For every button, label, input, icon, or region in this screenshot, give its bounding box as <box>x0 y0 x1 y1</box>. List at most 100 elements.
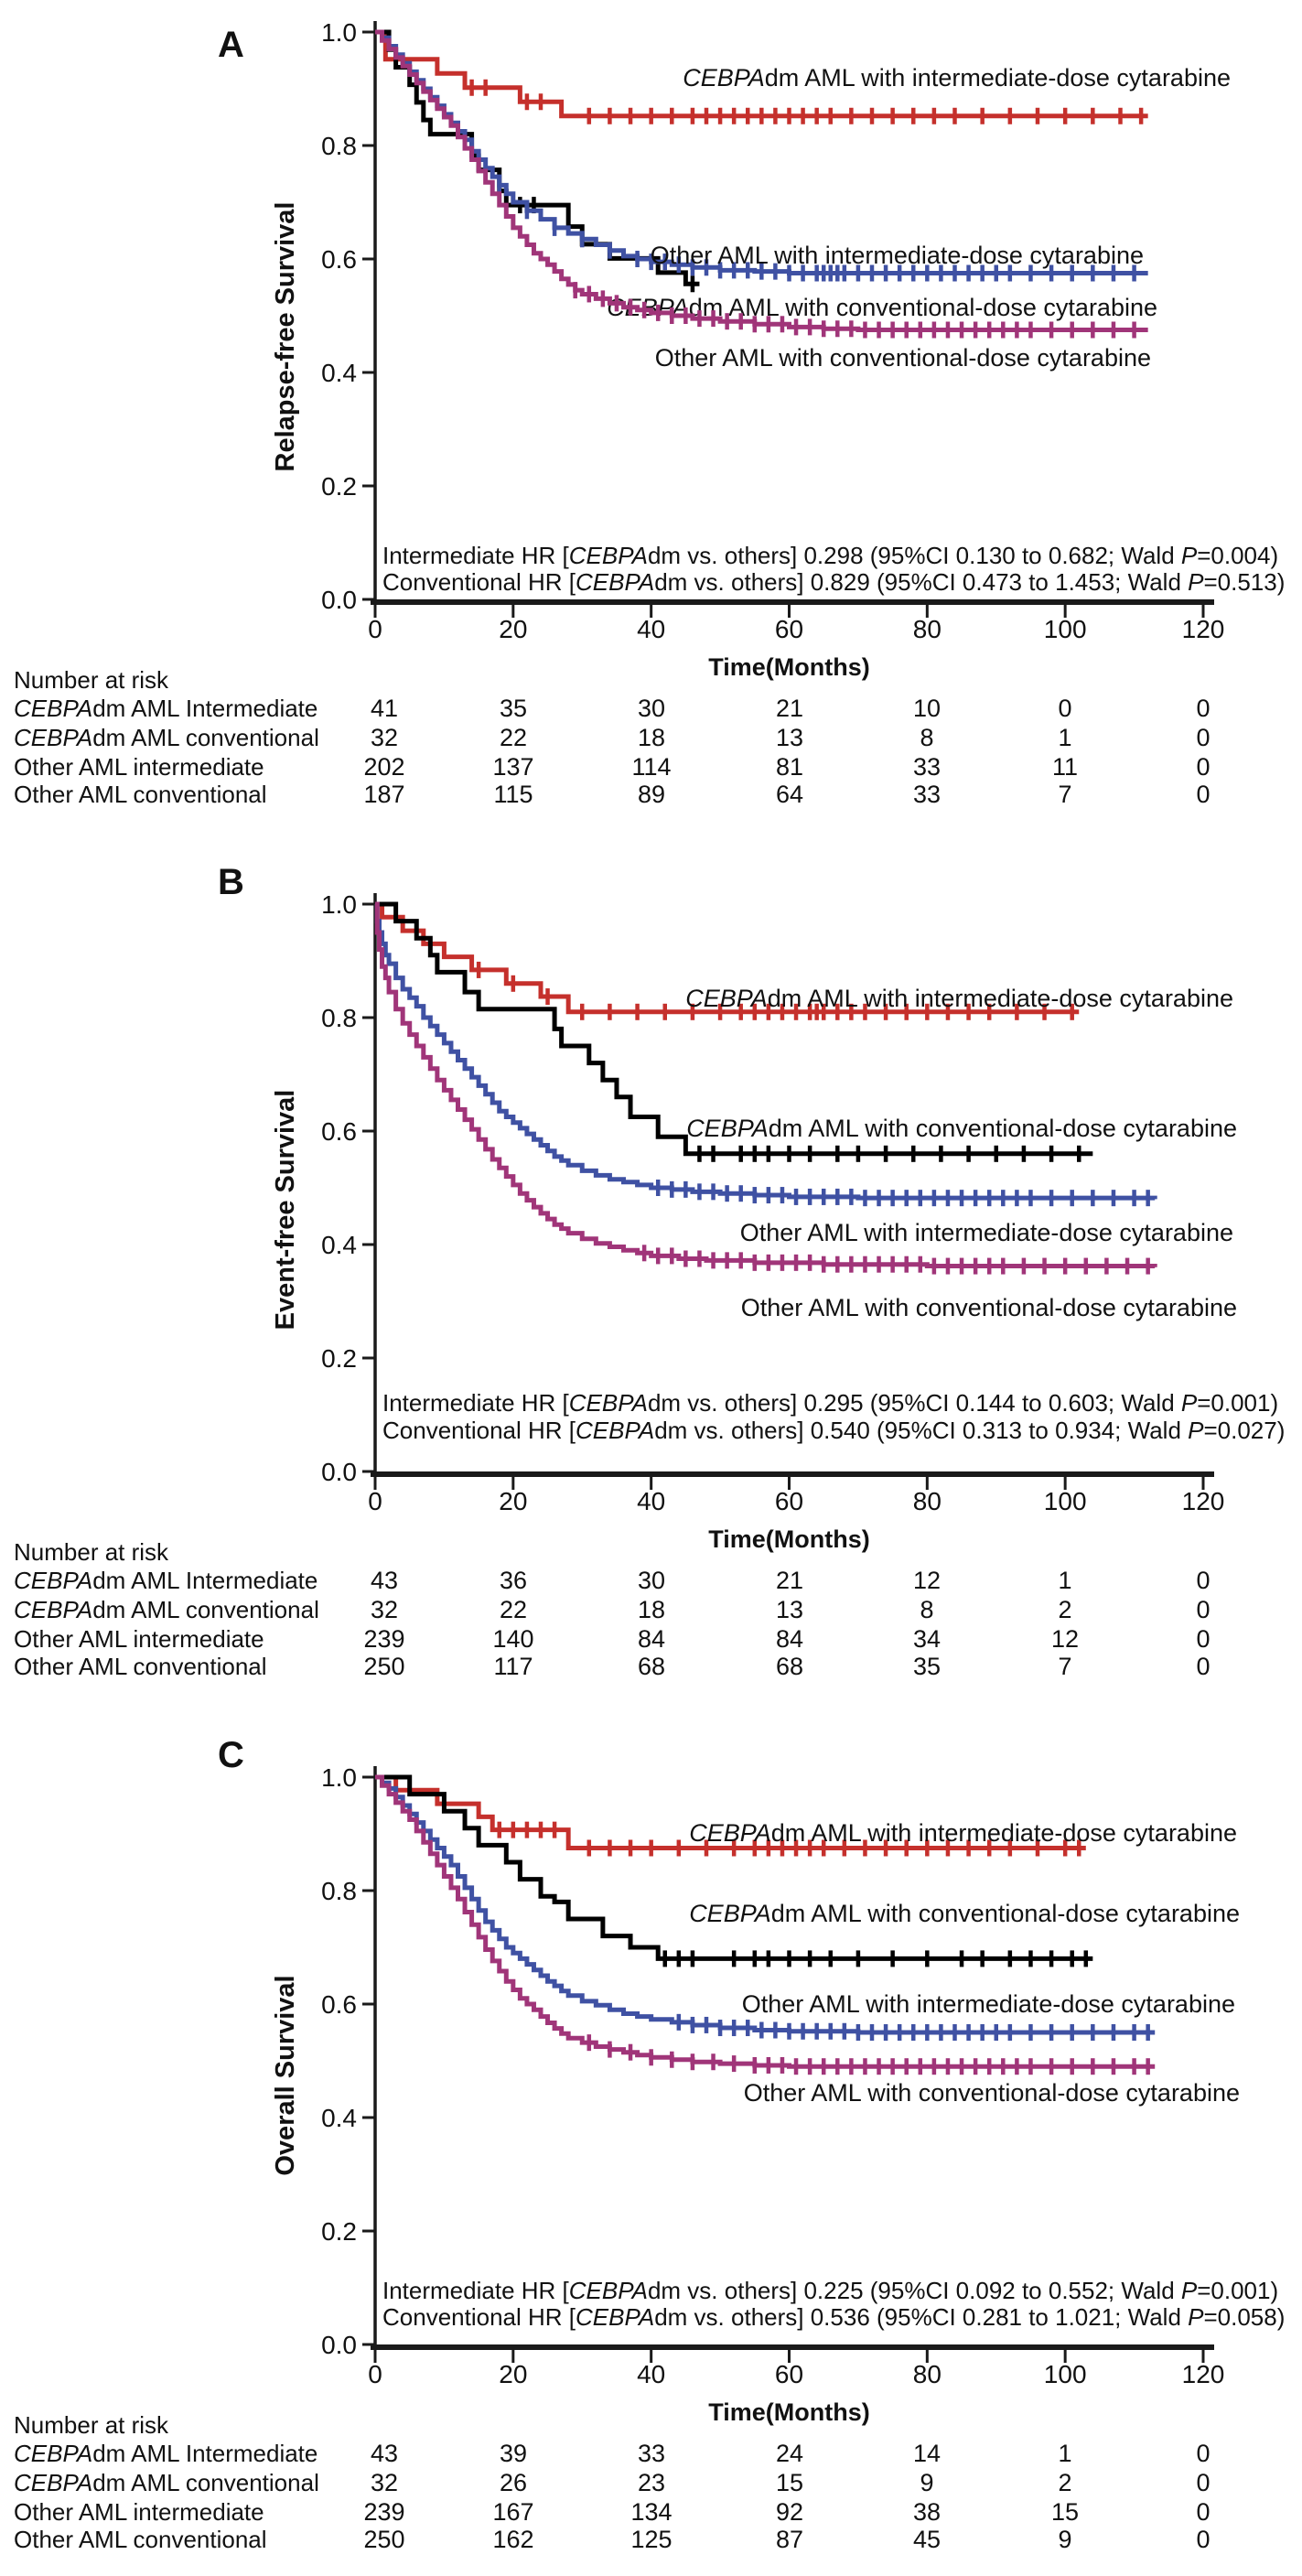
x-axis-title: Time(Months) <box>708 2398 870 2426</box>
risk-count: 30 <box>638 695 665 722</box>
y-tick-label: 0.4 <box>321 2104 357 2132</box>
y-tick-label: 1.0 <box>321 18 357 47</box>
risk-count: 1 <box>1058 1567 1071 1594</box>
y-tick-label: 0.2 <box>321 1344 357 1373</box>
risk-table-title: Number at risk <box>14 666 169 694</box>
risk-count: 115 <box>493 781 533 808</box>
risk-count: 117 <box>493 1653 533 1680</box>
risk-row-label: Other AML intermediate <box>14 1625 264 1653</box>
curve-label-cebpadm-intermediate: CEBPAdm AML with intermediate-dose cytar… <box>689 1819 1237 1847</box>
risk-count: 0 <box>1058 695 1071 722</box>
risk-count: 23 <box>638 2469 665 2496</box>
y-tick-label: 1.0 <box>321 1763 357 1792</box>
curve-label-cebpadm-intermediate: CEBPAdm AML with intermediate-dose cytar… <box>683 64 1231 92</box>
risk-count: 36 <box>500 1567 527 1594</box>
risk-count: 0 <box>1196 2498 1210 2526</box>
censor-marks-other-conventional <box>641 1245 1150 1275</box>
risk-count: 167 <box>492 2498 533 2526</box>
panel-b: B Event-free Survival 1.0 0.8 0.6 0.4 0.2 0.0 0 2… <box>14 862 1285 1680</box>
censor-marks-other-conventional <box>573 282 1136 339</box>
censor-marks-cebpadm-intermediate <box>497 1821 1081 1857</box>
y-tick-label: 0.8 <box>321 1877 357 1905</box>
x-tick-label: 20 <box>499 2360 527 2388</box>
curve-other-intermediate <box>375 1774 1156 2035</box>
curve-other-intermediate <box>374 901 1157 1201</box>
risk-count: 0 <box>1196 753 1210 781</box>
curve-label-other-intermediate: Other AML with intermediate-dose cytarab… <box>651 242 1144 269</box>
risk-count: 114 <box>631 753 671 781</box>
risk-count: 250 <box>363 2526 404 2553</box>
hr-annotation-1: Intermediate HR [CEBPAdm vs. others] 0.2… <box>382 542 1278 569</box>
risk-table-row: Other AML conventional 250 117 68 68 35 7 0 <box>14 1653 1211 1680</box>
risk-row-label: Other AML conventional <box>14 781 267 808</box>
x-tick-label: 60 <box>775 615 803 643</box>
risk-count: 21 <box>776 695 803 722</box>
censor-marks-other-intermediate <box>469 143 1136 282</box>
risk-count: 0 <box>1196 781 1210 808</box>
risk-table-row: CEBPAdm AML conventional 32 22 18 13 8 1 0 <box>14 724 1211 751</box>
censor-marks-cebpadm-intermediate <box>476 961 1074 1020</box>
risk-table-row: CEBPAdm AML Intermediate 43 36 30 21 12 1 0 <box>14 1567 1211 1594</box>
risk-count: 89 <box>638 781 665 808</box>
risk-count: 35 <box>913 1653 941 1680</box>
hr-annotation-1: Intermediate HR [CEBPAdm vs. others] 0.2… <box>382 1389 1278 1417</box>
risk-table-row: Other AML intermediate 239 140 84 84 34 12 0 <box>14 1625 1211 1653</box>
risk-count: 10 <box>913 695 941 722</box>
risk-count: 87 <box>776 2526 803 2553</box>
risk-count: 134 <box>630 2498 672 2526</box>
risk-count: 0 <box>1196 1653 1210 1680</box>
x-tick-label: 60 <box>775 1487 803 1515</box>
y-tick-label: 0.6 <box>321 1117 357 1146</box>
x-tick-label: 0 <box>368 615 382 643</box>
risk-row-label: CEBPAdm AML Intermediate <box>14 1567 317 1594</box>
risk-count: 43 <box>371 2440 398 2467</box>
risk-count: 32 <box>371 2469 398 2496</box>
x-tick-label: 80 <box>913 2360 942 2388</box>
y-tick-label: 1.0 <box>321 890 357 919</box>
risk-row-label: CEBPAdm AML Intermediate <box>14 695 317 722</box>
risk-count: 68 <box>638 1653 665 1680</box>
y-tick-label: 0.8 <box>321 132 357 160</box>
censor-marks-other-intermediate <box>655 1180 1150 1207</box>
risk-count: 7 <box>1058 1653 1071 1680</box>
hr-annotation-2: Conventional HR [CEBPAdm vs. others] 0.8… <box>382 568 1285 596</box>
risk-count: 15 <box>1051 2498 1079 2526</box>
risk-count: 202 <box>363 753 404 781</box>
risk-count: 162 <box>492 2526 533 2553</box>
risk-count: 32 <box>371 1596 398 1623</box>
censor-marks-cebpadm-conventional <box>662 1950 1089 1967</box>
risk-count: 125 <box>630 2526 672 2553</box>
risk-count: 14 <box>913 2440 941 2467</box>
x-axis-title: Time(Months) <box>708 1525 870 1553</box>
hr-annotation-2: Conventional HR [CEBPAdm vs. others] 0.5… <box>382 2303 1285 2331</box>
x-tick-label: 40 <box>637 615 665 643</box>
risk-table-row: Other AML intermediate 239 167 134 92 38 15 0 <box>14 2498 1211 2526</box>
risk-count: 187 <box>363 781 404 808</box>
risk-row-label: CEBPAdm AML Intermediate <box>14 2440 317 2467</box>
risk-count: 21 <box>776 1567 803 1594</box>
risk-table-row: CEBPAdm AML conventional 32 26 23 15 9 2 0 <box>14 2469 1211 2496</box>
curve-cebpadm-intermediate <box>375 29 1148 119</box>
y-tick-label: 0.2 <box>321 472 357 501</box>
risk-count: 38 <box>913 2498 941 2526</box>
curve-label-cebpadm-conventional: CEBPAdm AML with conventional-dose cytar… <box>689 1900 1240 1927</box>
risk-count: 12 <box>1051 1625 1079 1653</box>
risk-count: 2 <box>1058 2469 1071 2496</box>
risk-table-row: Other AML conventional 250 162 125 87 45 9 0 <box>14 2526 1211 2553</box>
curve-label-other-intermediate: Other AML with intermediate-dose cytarab… <box>740 1219 1233 1246</box>
y-axis-title: Event-free Survival <box>271 1090 300 1331</box>
risk-count: 0 <box>1196 1567 1210 1594</box>
censor-marks-cebpadm-conventional <box>697 1145 1081 1162</box>
x-tick-label: 100 <box>1044 615 1087 643</box>
risk-count: 0 <box>1196 1596 1210 1623</box>
curve-cebpadm-intermediate <box>375 1774 1086 1850</box>
y-tick-label: 0.4 <box>321 1231 357 1259</box>
risk-count: 137 <box>492 753 533 781</box>
x-tick-label: 20 <box>499 615 527 643</box>
risk-count: 0 <box>1196 2526 1210 2553</box>
risk-table-row: CEBPAdm AML Intermediate 43 39 33 24 14 1 0 <box>14 2440 1211 2467</box>
